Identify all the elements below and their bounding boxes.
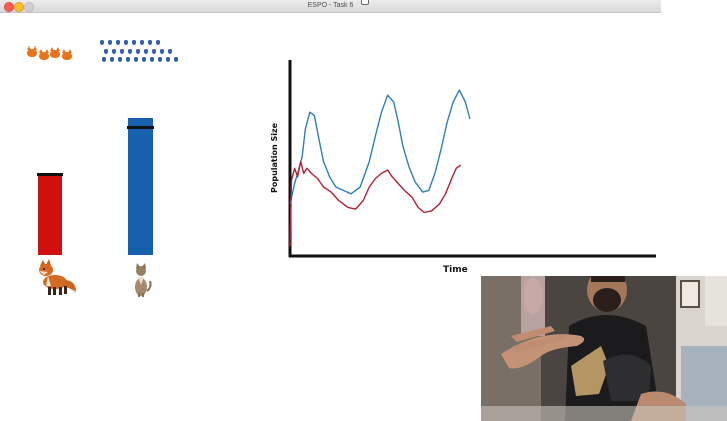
mouse-icon: [166, 56, 170, 62]
mouse-icon: [158, 56, 162, 62]
population-chart: Time Population Size: [270, 60, 656, 275]
maximize-window-button[interactable]: [24, 2, 34, 12]
cat-icon: [62, 49, 72, 60]
predator-bar-marker: [37, 173, 63, 176]
mouse-icon: [156, 40, 160, 45]
mouse-icon: [108, 40, 112, 45]
mouse-icon: [102, 56, 106, 62]
fox-image: [39, 259, 76, 295]
mouse-icon: [124, 40, 128, 45]
cat-image: [135, 263, 152, 297]
cat-icon: [50, 47, 60, 58]
mouse-icon: [104, 49, 108, 54]
mouse-icon: [134, 56, 138, 62]
x-axis-label: Time: [443, 265, 468, 275]
mouse-icon: [136, 49, 140, 54]
mouse-icon: [112, 49, 116, 54]
y-axis-label: Population Size: [270, 122, 279, 193]
mouse-icon: [116, 40, 120, 45]
mouse-icon: [174, 56, 178, 62]
mouse-icon: [132, 40, 136, 45]
mouse-icon: [126, 56, 130, 62]
mouse-icon: [100, 40, 104, 45]
cat-icon: [27, 46, 37, 57]
mouse-icon: [168, 49, 172, 54]
prey-population-bar: [128, 118, 153, 255]
predator-population-line: [289, 160, 462, 247]
mouse-icon: [144, 49, 148, 54]
prey-bar-marker: [127, 126, 154, 129]
mouse-icon: [142, 56, 146, 62]
mouse-icon: [128, 49, 132, 54]
mouse-icon: [120, 49, 124, 54]
window-title: ESPO - Task 6: [307, 2, 354, 9]
mouse-icon: [118, 56, 122, 62]
mouse-icon: [160, 49, 164, 54]
mouse-icon: [140, 40, 144, 45]
mouse-icon: [110, 56, 114, 62]
mouse-icon: [150, 56, 154, 62]
minimize-window-button[interactable]: [14, 2, 24, 12]
title-bar: ESPO - Task 6: [0, 0, 661, 13]
predator-population-bar: [38, 175, 62, 255]
document-icon: [361, 0, 369, 5]
predator-count-icons: [27, 46, 87, 61]
mouse-icon: [152, 49, 156, 54]
cat-icon: [39, 49, 49, 60]
webcam-overlay: [481, 276, 727, 421]
close-window-button[interactable]: [4, 2, 14, 12]
prey-count-icons: [100, 40, 178, 68]
mouse-icon: [148, 40, 152, 45]
prey-population-line: [289, 89, 471, 205]
